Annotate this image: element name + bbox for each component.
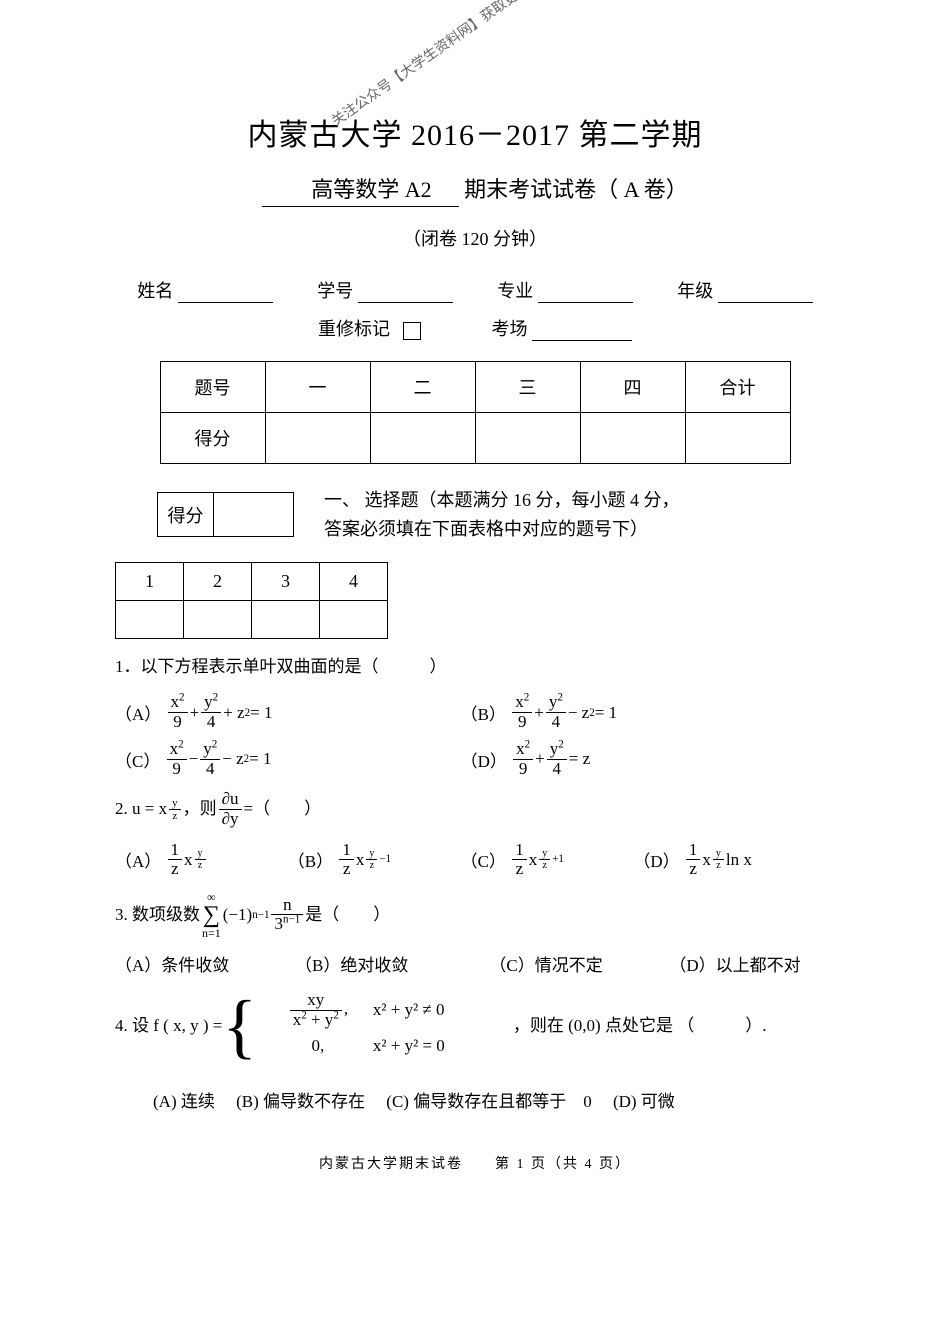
- name-blank[interactable]: [178, 283, 273, 303]
- answer-col-2: 2: [184, 562, 252, 600]
- q4-stem: 4. 设 f ( x, y ) = { xyx2 + y2, x² + y² ≠…: [115, 988, 835, 1064]
- section-1-text2: 答案必须填在下面表格中对应的题号下）: [324, 519, 648, 539]
- score-col-3: 三: [475, 362, 580, 413]
- major-blank[interactable]: [538, 283, 633, 303]
- score-table: 题号 一 二 三 四 合计 得分: [160, 361, 791, 464]
- q3-option-c: （C）情况不定: [489, 951, 669, 976]
- q1-option-a: （A） x29 + y24 + z2 = 1: [115, 693, 461, 731]
- q4-option-c: (C) 偏导数存在且都等于 0: [386, 1092, 591, 1111]
- q1-c-label: （C）: [115, 747, 160, 772]
- university-title: 内蒙古大学 2016－2017 第二学期: [115, 110, 835, 154]
- q4-val2: 0,: [263, 1032, 373, 1061]
- room-blank[interactable]: [532, 321, 632, 341]
- q3-stem-end: 是（ ）: [305, 901, 390, 930]
- score-col-2: 二: [370, 362, 475, 413]
- score-cell-total[interactable]: [685, 413, 790, 464]
- q2-d-label: （D）: [633, 847, 679, 872]
- answer-cell-4[interactable]: [320, 600, 388, 638]
- q2-option-d: （D） 1z xyz ln x: [633, 841, 820, 879]
- q4-stem-mid: ，则在 (0,0) 点处它是 （ ）.: [513, 1012, 767, 1041]
- mini-score-label: 得分: [158, 493, 214, 537]
- score-row-label: 得分: [160, 413, 265, 464]
- q1-option-b: （B） x29 + y24 − z2 = 1: [461, 693, 807, 731]
- q4-cond2: x² + y² = 0: [373, 1032, 513, 1061]
- retake-label: 重修标记: [318, 319, 390, 339]
- q1-a-label: （A）: [115, 700, 161, 725]
- score-cell-4[interactable]: [580, 413, 685, 464]
- score-value-row: 得分: [160, 413, 790, 464]
- q2-b-label: （B）: [288, 847, 333, 872]
- score-cell-1[interactable]: [265, 413, 370, 464]
- q1-b-label: （B）: [461, 700, 506, 725]
- q2-stem: 2. u = xyz ，则 ∂u∂y =（ ）: [115, 790, 835, 828]
- q3-option-d: （D）以上都不对: [669, 951, 835, 976]
- q4-option-b: (B) 偏导数不存在: [236, 1092, 365, 1111]
- course-name: 高等数学 A2: [311, 177, 431, 202]
- q1-d-label: （D）: [461, 747, 507, 772]
- score-header-row: 题号 一 二 三 四 合计: [160, 362, 790, 413]
- answer-col-1: 1: [116, 562, 184, 600]
- score-col-4: 四: [580, 362, 685, 413]
- major-label: 专业: [497, 281, 533, 301]
- q4-stem-pre: 4. 设 f ( x, y ) =: [115, 1012, 222, 1041]
- q3-option-b: （B）绝对收敛: [295, 951, 489, 976]
- answer-table: 1 2 3 4: [115, 562, 388, 639]
- answer-cell-2[interactable]: [184, 600, 252, 638]
- q1-option-d: （D） x29 + y24 = z: [461, 740, 807, 778]
- answer-cell-3[interactable]: [252, 600, 320, 638]
- course-title: 高等数学 A2 期末考试试卷（ A 卷）: [115, 172, 835, 207]
- section-1-prefix: 一、: [324, 490, 360, 510]
- q2-stem-end: =（ ）: [244, 795, 322, 824]
- q3-stem-pre: 3. 数项级数: [115, 901, 200, 930]
- q3-option-a: （A）条件收敛: [115, 951, 295, 976]
- section-1-text1: 选择题（本题满分 16 分，每小题 4 分，: [365, 490, 680, 510]
- q4-options-row: (A) 连续 (B) 偏导数不存在 (C) 偏导数存在且都等于 0 (D) 可微: [153, 1088, 835, 1117]
- score-col-total: 合计: [685, 362, 790, 413]
- q2-c-label: （C）: [461, 847, 506, 872]
- extra-info-row: 重修标记 考场: [115, 315, 835, 341]
- score-cell-3[interactable]: [475, 413, 580, 464]
- room-label: 考场: [492, 319, 528, 339]
- retake-checkbox[interactable]: [403, 322, 421, 340]
- q2-option-c: （C） 1z xyz+1: [461, 841, 634, 879]
- score-col-label: 题号: [160, 362, 265, 413]
- q4-cond1: x² + y² ≠ 0: [373, 996, 513, 1025]
- exam-mode: （闭卷 120 分钟）: [115, 225, 835, 251]
- q3-stem: 3. 数项级数 ∞ ∑ n=1 (−1)n−1 n3n−1 是（ ）: [115, 891, 835, 939]
- q4-option-d: (D) 可微: [613, 1092, 675, 1111]
- mini-score-cell[interactable]: [214, 493, 294, 537]
- score-cell-2[interactable]: [370, 413, 475, 464]
- q4-option-a: (A) 连续: [153, 1092, 215, 1111]
- mini-score-table: 得分: [157, 492, 294, 537]
- q1-stem: 1．以下方程表示单叶双曲面的是（ ）: [115, 653, 835, 682]
- answer-col-4: 4: [320, 562, 388, 600]
- q1-option-c: （C） x29 − y24 − z2 = 1: [115, 740, 461, 778]
- q2-a-label: （A）: [115, 847, 161, 872]
- section-1-header: 得分 一、 选择题（本题满分 16 分，每小题 4 分， 答案必须填在下面表格中…: [157, 486, 835, 544]
- grade-label: 年级: [677, 281, 713, 301]
- score-col-1: 一: [265, 362, 370, 413]
- grade-blank[interactable]: [718, 283, 813, 303]
- q2-option-a: （A） 1z xyz: [115, 841, 288, 879]
- q2-option-b: （B） 1z xyz−1: [288, 841, 461, 879]
- answer-cell-1[interactable]: [116, 600, 184, 638]
- student-info-row: 姓名 学号 专业 年级: [115, 277, 835, 303]
- id-blank[interactable]: [358, 283, 453, 303]
- q2-stem-mid: ，则: [183, 795, 217, 824]
- exam-suffix: 期末考试试卷（ A 卷）: [464, 177, 688, 202]
- q2-stem-pre: 2. u = x: [115, 795, 167, 824]
- page-footer: 内蒙古大学期末试卷 第 1 页（共 4 页）: [115, 1153, 835, 1173]
- name-label: 姓名: [137, 281, 173, 301]
- answer-col-3: 3: [252, 562, 320, 600]
- id-label: 学号: [317, 281, 353, 301]
